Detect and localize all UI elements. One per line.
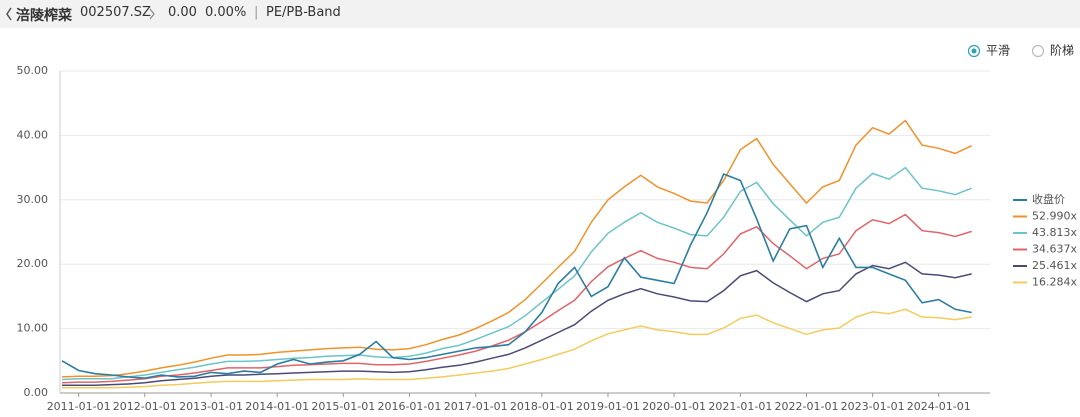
radio-dot — [971, 48, 977, 54]
legend-label: 43.813x — [1032, 226, 1077, 239]
y-tick-label: 40.00 — [17, 128, 49, 141]
y-tick-label: 20.00 — [17, 257, 49, 270]
x-tick-label: 2024-01-01 — [907, 400, 971, 413]
series-line — [61, 166, 972, 381]
x-tick-label: 2023-01-01 — [841, 400, 905, 413]
x-tick-label: 2015-01-01 — [311, 400, 375, 413]
option-smooth[interactable]: 平滑 — [986, 44, 1010, 58]
x-tick-label: 2021-01-01 — [708, 400, 772, 413]
x-tick-label: 2018-01-01 — [510, 400, 574, 413]
x-tick-label: 2014-01-01 — [245, 400, 309, 413]
x-tick-label: 2016-01-01 — [377, 400, 441, 413]
tab-label[interactable]: PE/PB-Band — [266, 5, 341, 20]
legend-label: 25.461x — [1032, 259, 1077, 272]
y-tick-label: 50.00 — [17, 64, 49, 77]
legend-label: 34.637x — [1032, 243, 1077, 256]
series-line — [62, 308, 972, 389]
chevron-icon — [149, 8, 155, 20]
series-line — [61, 119, 973, 378]
x-tick-label: 2011-01-01 — [47, 400, 111, 413]
radio-step[interactable] — [1031, 44, 1045, 58]
x-tick-label: 2013-01-01 — [179, 400, 243, 413]
back-icon[interactable] — [2, 0, 16, 28]
y-tick-label: 0.00 — [24, 386, 49, 399]
series-line — [62, 261, 972, 387]
header-bar: 涪陵榨菜 002507.SZ 0.00 0.00% | PE/PB-Band — [0, 0, 1080, 28]
radio-smooth[interactable] — [967, 44, 981, 58]
stock-code: 002507.SZ — [80, 5, 151, 20]
y-tick-label: 30.00 — [17, 193, 49, 206]
stock-name: 涪陵榨菜 — [16, 8, 72, 24]
x-tick-label: 2020-01-01 — [642, 400, 706, 413]
series-line — [61, 213, 972, 384]
y-tick-label: 10.00 — [17, 322, 49, 335]
x-tick-label: 2022-01-01 — [775, 400, 839, 413]
legend-label: 收盘价 — [1032, 192, 1065, 206]
price-change: 0.00 — [168, 5, 197, 20]
price-change-pct: 0.00% — [205, 5, 247, 20]
legend-label: 16.284x — [1032, 276, 1077, 289]
x-tick-label: 2012-01-01 — [113, 400, 177, 413]
legend-label: 52.990x — [1032, 210, 1077, 223]
option-step[interactable]: 阶梯 — [1050, 44, 1074, 58]
series-line — [61, 172, 972, 380]
x-tick-label: 2017-01-01 — [444, 400, 508, 413]
x-tick-label: 2019-01-01 — [576, 400, 640, 413]
